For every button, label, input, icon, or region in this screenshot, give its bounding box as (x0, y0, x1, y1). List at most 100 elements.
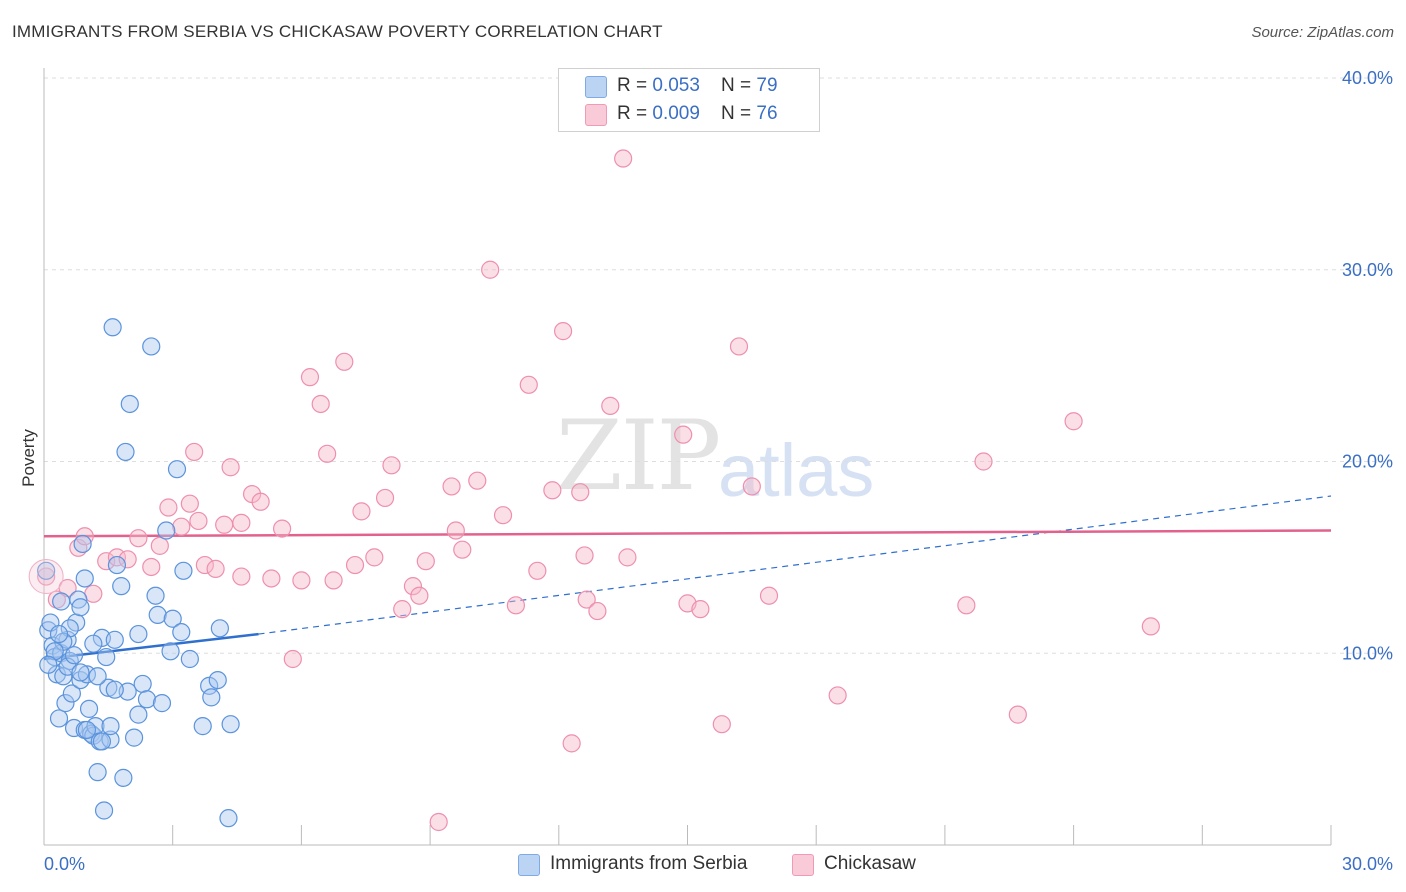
legend-r-label: R = (617, 75, 653, 96)
chickasaw-point (311, 394, 330, 414)
watermark-zip: ZIP (556, 400, 721, 512)
gridlines (44, 77, 1392, 654)
chickasaw-point (324, 571, 343, 590)
serbia-point (49, 709, 69, 728)
serbia-point (54, 667, 73, 686)
serbia-point (75, 569, 94, 588)
serbia-point (163, 609, 182, 628)
chickasaw-cluster-point (28, 559, 64, 595)
serbia-point (101, 717, 120, 736)
bottom-swatch-chickasaw (792, 854, 814, 876)
serbia-point (133, 674, 152, 694)
chickasaw-point (382, 456, 401, 475)
chickasaw-point (691, 600, 710, 619)
chickasaw-point (588, 601, 607, 621)
y-tick-label: 30.0% (1342, 260, 1393, 280)
serbia-point (88, 667, 107, 686)
chickasaw-point (393, 600, 412, 619)
chickasaw-point (618, 548, 637, 567)
serbia-point (103, 318, 122, 337)
serbia-point (116, 442, 135, 462)
chickasaw-point (528, 561, 547, 580)
chickasaw-point (159, 498, 178, 517)
serbia-trend-extension (258, 495, 1332, 635)
chickasaw-point (251, 492, 270, 511)
serbia-point (172, 623, 191, 642)
chickasaw-point (345, 555, 365, 575)
chickasaw-point (292, 571, 311, 590)
serbia-point (79, 699, 99, 718)
chickasaw-point (272, 519, 292, 538)
serbia-point (219, 809, 238, 828)
chickasaw-point (129, 529, 148, 548)
chickasaw-point (674, 425, 693, 444)
chickasaw-point (150, 536, 169, 555)
chickasaw-point (365, 548, 384, 567)
serbia-point (92, 732, 112, 751)
bottom-swatch-serbia (518, 854, 540, 876)
legend-r-value: 0.009 (652, 103, 700, 124)
chickasaw-point (352, 502, 371, 521)
chickasaw-point (828, 686, 847, 705)
chickasaw-point (562, 734, 581, 753)
chickasaw-point (974, 452, 993, 471)
chickasaw-point (553, 322, 573, 341)
chickasaw-point (1141, 617, 1160, 636)
chickasaw-point (729, 337, 749, 356)
serbia-point (84, 634, 103, 653)
serbia-point (114, 768, 133, 787)
serbia-point (221, 715, 240, 734)
chickasaw-point (742, 477, 761, 496)
y-axis-label: Poverty (19, 429, 38, 487)
serbia-point (49, 624, 69, 644)
serbia-point (105, 680, 124, 699)
serbia-point (202, 688, 221, 707)
legend-r-value: 0.053 (652, 75, 700, 96)
y-tick-label: 20.0% (1342, 452, 1393, 472)
chart-title: IMMIGRANTS FROM SERBIA VS CHICKASAW POVE… (12, 22, 663, 41)
serbia-point (73, 534, 92, 554)
chickasaw-point (614, 149, 633, 168)
serbia-point (97, 647, 116, 667)
chickasaw-point (446, 521, 465, 540)
chickasaw-point (429, 812, 448, 832)
bottom-legend-serbia-label: Immigrants from Serbia (550, 853, 748, 874)
serbia-point (208, 670, 227, 690)
chickasaw-point (957, 596, 976, 615)
serbia-point (148, 605, 167, 625)
chickasaw-point (180, 494, 199, 513)
serbia-point (193, 717, 212, 736)
serbia-point (62, 684, 81, 703)
chickasaw-point (335, 352, 354, 371)
serbia-point (107, 555, 127, 575)
chickasaw-point (232, 567, 251, 586)
serbia-point (174, 561, 193, 580)
serbia-point (39, 655, 58, 674)
serbia-point (146, 586, 165, 605)
legend-swatch-serbia (585, 76, 607, 98)
chickasaw-point (575, 546, 594, 565)
serbia-point (52, 592, 71, 611)
serbia-point (56, 694, 75, 713)
serbia-point (180, 649, 199, 669)
serbia-point (94, 801, 114, 820)
serbia-point (142, 337, 161, 356)
x-tick-label: 30.0% (1342, 854, 1393, 874)
y-tick-label: 10.0% (1342, 643, 1393, 663)
chickasaw-point (506, 596, 526, 615)
source-label: Source: ZipAtlas.com (1251, 24, 1394, 41)
chickasaw-point (142, 557, 161, 577)
serbia-point (88, 763, 107, 782)
chickasaw-point (493, 506, 513, 525)
serbia-point (77, 720, 97, 740)
serbia-point (71, 663, 90, 682)
serbia-point (152, 694, 172, 713)
chickasaw-point (453, 540, 472, 559)
trend-lines (43, 495, 1332, 661)
serbia-point (64, 646, 84, 665)
chickasaw-point (189, 511, 208, 531)
chickasaw-point (118, 550, 137, 569)
serbia-point (112, 577, 131, 596)
chickasaw-point (1008, 705, 1027, 724)
y-tick-label: 40.0% (1342, 68, 1393, 88)
